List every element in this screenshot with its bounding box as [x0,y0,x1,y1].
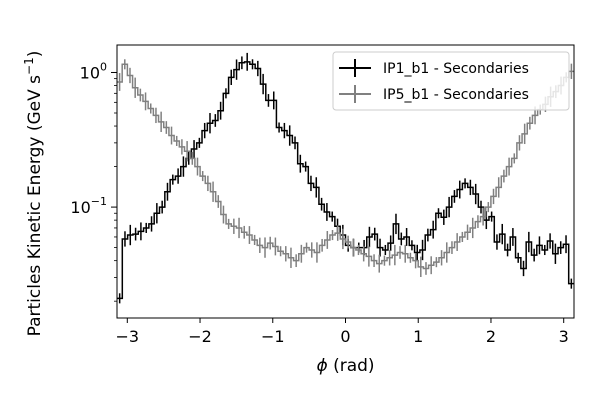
x-axis-unit: (rad) [328,356,375,376]
y-axis-label-exponent: −1 [22,57,36,75]
x-tick-label: 0 [340,327,350,346]
x-axis-label: ϕ (rad) [316,356,374,376]
x-tick-label: −1 [261,327,285,346]
legend-entries: IP1_b1 - Secondaries IP5_b1 - Secondaries [339,59,529,103]
y-axis-label-main: Particles Kinetic Energy (GeV s [25,75,45,337]
legend-box [332,51,570,111]
series-2 [117,59,574,277]
y-axis: 100 10−1 [70,60,117,302]
x-axis-symbol: ϕ [316,356,327,376]
series-1 [117,52,574,304]
x-tick-label: −2 [188,327,212,346]
y-axis-label: Particles Kinetic Energy (GeV s−1) [22,51,45,337]
x-tick-label: 2 [486,327,496,346]
series-step-line [117,61,574,300]
series-step-line [117,63,574,270]
legend-label: IP5_b1 - Secondaries [383,87,529,103]
x-axis: −3 −2 −1 0 1 2 3 [116,318,569,346]
y-tick-label: 10−1 [70,195,107,217]
x-tick-label: −3 [116,327,140,346]
x-tick-label: 3 [559,327,569,346]
y-axis-label-close: ) [25,51,45,58]
legend: IP1_b1 - Secondaries IP5_b1 - Secondaries [332,51,570,111]
y-tick-label: 100 [80,60,107,82]
series-layer [117,52,574,304]
x-tick-label: 1 [413,327,423,346]
legend-label: IP1_b1 - Secondaries [383,61,529,77]
